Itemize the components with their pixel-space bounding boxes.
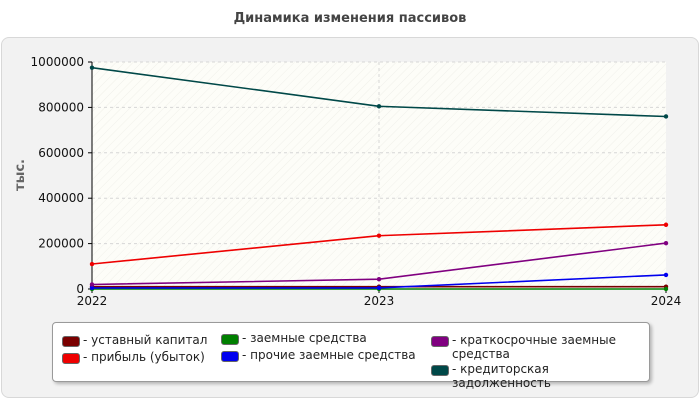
legend-item-zaemnye-sredstva: - заемные средства [221, 331, 367, 345]
x-tick-label: 2022 [77, 294, 108, 308]
y-axis-label: тыс. [13, 159, 28, 191]
data-point [376, 233, 382, 238]
legend-label: - прочие заемные средства [242, 348, 416, 362]
data-point [89, 282, 95, 287]
x-tick-label: 2024 [651, 294, 682, 308]
legend-label: - кредиторская задолженность [452, 362, 551, 390]
y-tick-label: 200000 [38, 237, 84, 251]
y-tick-label: 400000 [38, 191, 84, 205]
legend-item-ustavnyi-kapital: - уставный капитал [62, 333, 207, 347]
legend-swatch [431, 365, 449, 376]
series-lines [89, 65, 669, 292]
legend-swatch [62, 353, 80, 364]
data-point [89, 261, 95, 267]
legend-item-prochie-zaemnye: - прочие заемные средства [221, 348, 416, 362]
data-point [376, 277, 382, 282]
legend-swatch [431, 336, 449, 347]
legend-swatch [221, 351, 239, 362]
legend-swatch [221, 334, 239, 345]
legend-item-kreditorskaya: - кредиторская задолженность [431, 362, 649, 390]
data-point [376, 104, 382, 109]
data-point [376, 285, 382, 291]
legend: - уставный капитал - прибыль (убыток) - … [52, 322, 650, 390]
data-point [663, 272, 669, 278]
y-tick-label: 0 [76, 282, 84, 296]
legend-item-pribyl: - прибыль (убыток) [62, 350, 205, 364]
y-tick-label: 800000 [38, 100, 84, 114]
x-tick-label: 2023 [364, 294, 395, 308]
legend-label: - уставный капитал [83, 333, 208, 347]
legend-swatch [62, 336, 80, 347]
grid-lines [92, 61, 666, 289]
data-point [663, 240, 669, 246]
legend-label: - прибыль (убыток) [83, 350, 205, 364]
y-tick-label: 1000000 [31, 55, 84, 69]
data-point [89, 285, 95, 291]
legend-item-kratkosrochnye: - краткосрочные заемные средства [431, 333, 631, 361]
y-tick-label: 600000 [38, 146, 84, 160]
data-point [663, 286, 669, 292]
chart-title: Динамика изменения пассивов [233, 11, 467, 26]
data-point [663, 222, 669, 227]
tick-labels: 0 200000 400000 600000 800000 1000000 2022 2023… [31, 55, 682, 308]
legend-label: - заемные средства [242, 331, 367, 345]
data-point [663, 114, 669, 119]
data-point [89, 65, 95, 70]
legend-label: - краткосрочные заемные средства [452, 333, 616, 361]
